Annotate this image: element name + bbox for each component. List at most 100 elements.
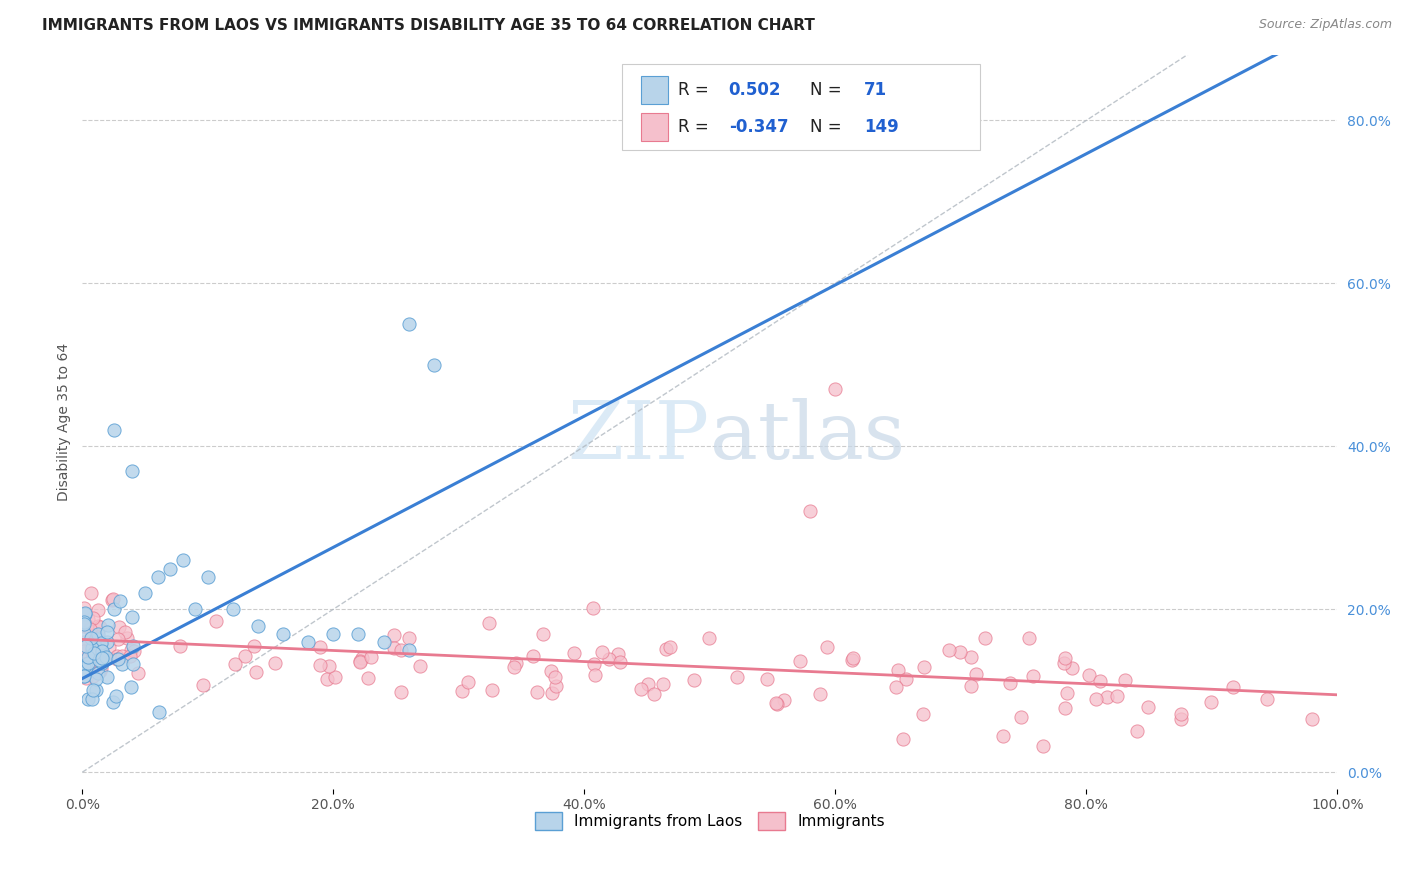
Point: [245, 665, 267, 679]
Point: [842, 651, 865, 665]
Point: [1222, 680, 1244, 694]
Point: [90, 636, 112, 650]
Point: [651, 676, 673, 690]
Point: [912, 706, 935, 721]
Point: [77, 692, 100, 706]
Point: [107, 620, 129, 634]
Point: [105, 689, 128, 703]
Point: [309, 657, 332, 672]
Point: [398, 317, 420, 331]
Point: [373, 635, 395, 649]
Point: [389, 684, 412, 698]
Point: [72, 634, 94, 648]
Point: [79, 655, 101, 669]
Point: [540, 664, 562, 678]
Point: [582, 600, 605, 615]
Point: [80, 644, 103, 658]
Point: [72, 657, 94, 672]
Point: [309, 640, 332, 654]
Point: [582, 657, 605, 671]
Point: [815, 640, 838, 655]
Point: [87, 603, 110, 617]
Point: [1114, 673, 1136, 687]
Point: [117, 631, 139, 645]
Point: [271, 626, 294, 640]
Point: [103, 423, 125, 437]
Point: [86, 630, 108, 644]
Point: [1032, 739, 1054, 753]
Point: [609, 655, 631, 669]
Point: [1125, 724, 1147, 739]
Point: [90, 656, 112, 670]
Point: [531, 626, 554, 640]
Point: [89, 648, 111, 663]
Point: [72, 669, 94, 683]
Point: [991, 730, 1014, 744]
Point: [242, 639, 264, 653]
Point: [96, 634, 118, 648]
Point: [72, 640, 94, 654]
Point: [103, 695, 125, 709]
Point: [799, 504, 821, 518]
Point: [683, 673, 706, 688]
Point: [87, 626, 110, 640]
Point: [478, 616, 501, 631]
Point: [89, 653, 111, 667]
Point: [72, 601, 94, 615]
Point: [659, 640, 682, 655]
Point: [73, 644, 96, 658]
Point: [87, 632, 110, 647]
Point: [1170, 706, 1192, 721]
Point: [349, 655, 371, 669]
Point: [191, 678, 214, 692]
Point: [82, 682, 104, 697]
Point: [1053, 657, 1076, 671]
Point: [1000, 675, 1022, 690]
Point: [789, 654, 811, 668]
Point: [82, 629, 104, 643]
Point: [97, 640, 120, 654]
Point: [505, 656, 527, 670]
Point: [451, 684, 474, 698]
Point: [960, 650, 983, 665]
Point: [347, 626, 370, 640]
FancyBboxPatch shape: [641, 76, 668, 103]
Point: [90, 651, 112, 665]
Point: [127, 665, 149, 680]
Point: [1053, 701, 1076, 715]
Point: [122, 644, 145, 658]
FancyBboxPatch shape: [641, 113, 668, 141]
Point: [73, 619, 96, 633]
Point: [82, 611, 104, 625]
Point: [884, 680, 907, 694]
Point: [398, 632, 420, 646]
Point: [105, 649, 128, 664]
Point: [316, 672, 339, 686]
Point: [94, 650, 117, 665]
Text: N =: N =: [810, 81, 842, 99]
Point: [91, 647, 114, 661]
Point: [121, 464, 143, 478]
Text: -0.347: -0.347: [728, 118, 789, 136]
Point: [1056, 685, 1078, 699]
Y-axis label: Disability Age 35 to 64: Disability Age 35 to 64: [58, 343, 72, 501]
Point: [84, 643, 107, 657]
Point: [76, 645, 98, 659]
Text: R =: R =: [679, 81, 709, 99]
Point: [349, 654, 371, 668]
Point: [263, 656, 285, 670]
Point: [103, 602, 125, 616]
Point: [121, 657, 143, 672]
Point: [80, 585, 103, 599]
Point: [773, 693, 796, 707]
Point: [912, 660, 935, 674]
Point: [323, 670, 346, 684]
Point: [114, 624, 136, 639]
Point: [1256, 692, 1278, 706]
Point: [643, 688, 665, 702]
Point: [169, 639, 191, 653]
Point: [73, 669, 96, 683]
Point: [76, 612, 98, 626]
Point: [121, 610, 143, 624]
Point: [89, 620, 111, 634]
